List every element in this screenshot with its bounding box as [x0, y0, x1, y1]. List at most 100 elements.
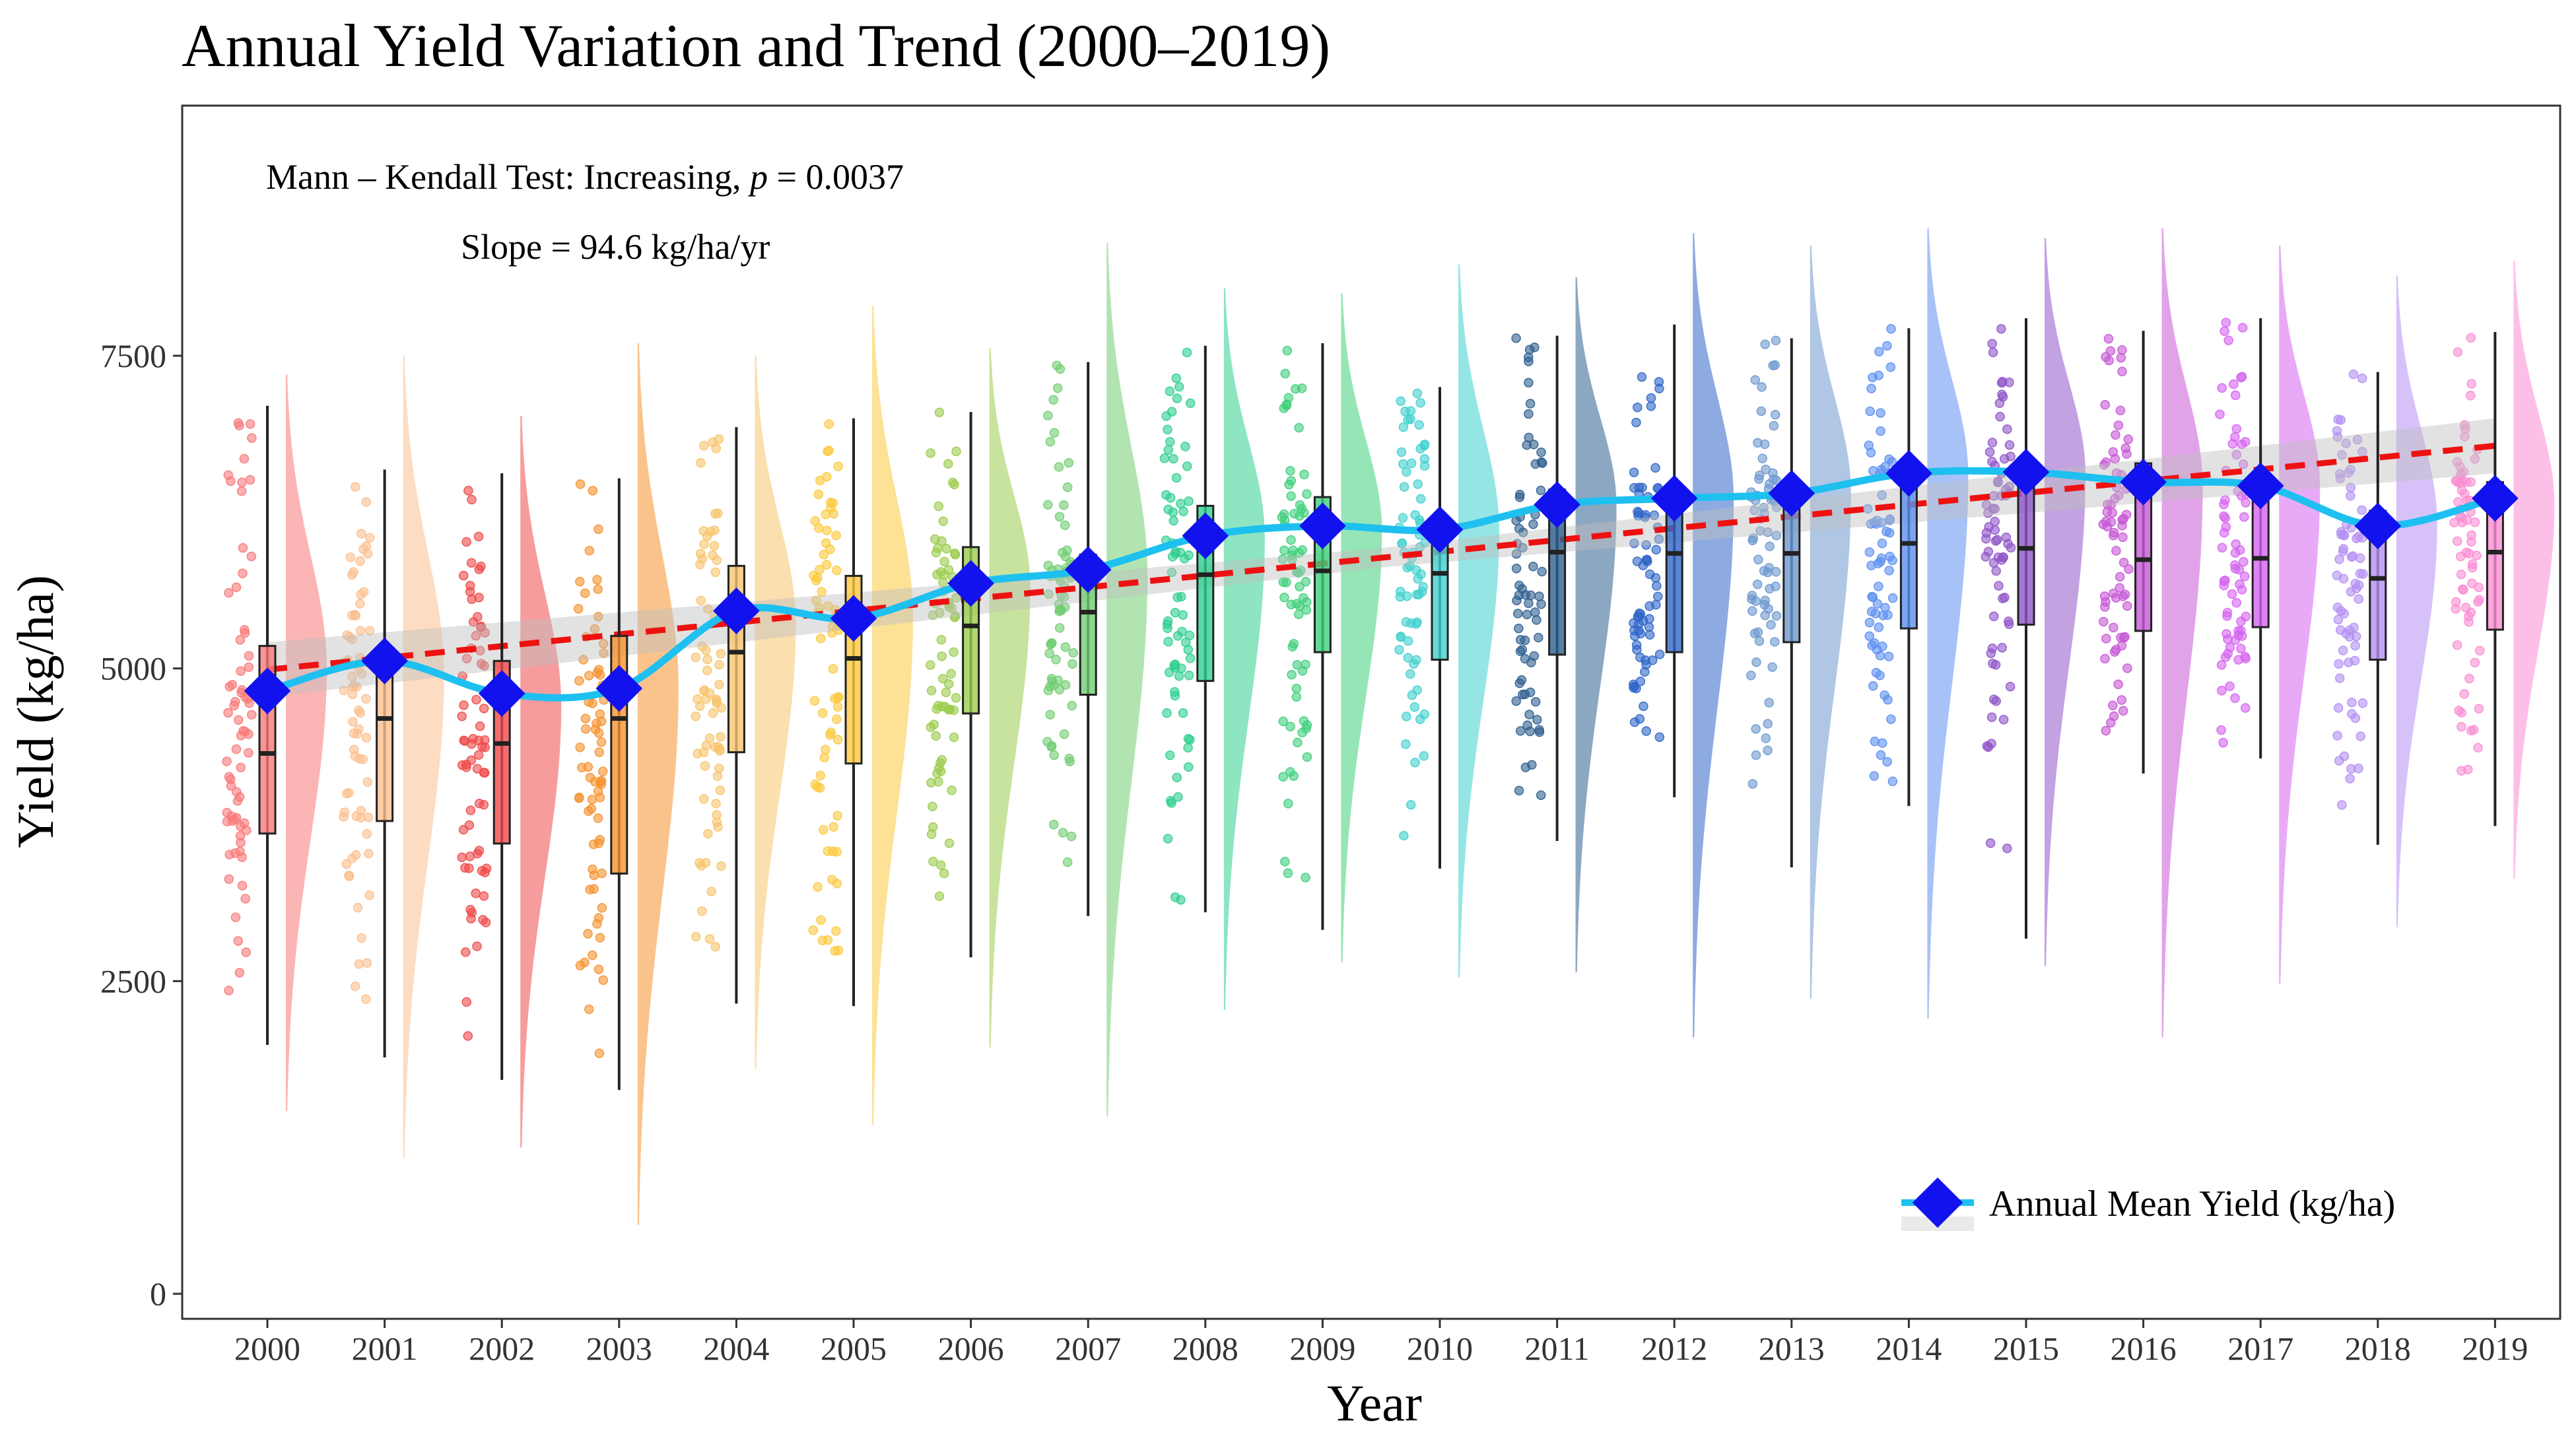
data-point-2014: [1869, 771, 1880, 781]
data-point-2015: [1988, 347, 1998, 358]
data-point-2018: [2339, 530, 2350, 541]
data-point-2001: [361, 541, 372, 551]
data-point-2000: [226, 781, 236, 791]
data-point-2007: [1054, 512, 1065, 522]
data-point-2014: [1878, 611, 1888, 620]
data-point-2002: [471, 630, 481, 641]
data-point-2006: [939, 570, 949, 580]
data-point-2018: [2334, 659, 2344, 669]
data-point-2003: [583, 929, 593, 939]
data-point-2000: [239, 453, 250, 464]
data-point-2019: [2455, 461, 2465, 471]
data-point-2017: [2236, 617, 2246, 626]
data-point-2015: [1988, 611, 1999, 621]
y-tick-label: 5000: [100, 650, 166, 687]
data-point-2019: [2460, 424, 2470, 434]
data-point-2000: [231, 787, 242, 797]
data-point-2008: [1163, 636, 1173, 647]
data-point-2005: [815, 770, 826, 781]
data-point-2008: [1182, 461, 1192, 471]
data-point-2009: [1286, 491, 1296, 501]
data-point-2004: [696, 595, 706, 606]
data-point-2014: [1887, 555, 1897, 566]
data-point-2004: [714, 763, 724, 774]
data-point-2012: [1635, 609, 1646, 619]
data-point-2010: [1403, 636, 1413, 646]
data-point-2007: [1044, 648, 1054, 659]
data-point-2018: [2332, 731, 2342, 741]
data-point-2007: [1067, 700, 1077, 711]
data-point-2014: [1874, 622, 1884, 632]
data-point-2008: [1172, 772, 1182, 783]
data-point-2008: [1171, 473, 1182, 483]
data-point-2018: [2346, 465, 2356, 475]
data-point-2009: [1285, 466, 1295, 476]
data-point-2004: [695, 560, 705, 570]
data-point-2000: [234, 968, 245, 978]
data-point-2009: [1280, 368, 1291, 379]
data-point-2019: [2462, 515, 2472, 525]
data-point-2017: [2231, 450, 2242, 460]
data-point-2011: [1529, 651, 1540, 661]
data-point-2006: [926, 829, 937, 839]
data-point-2000: [231, 744, 242, 754]
data-point-2018: [2357, 447, 2367, 457]
data-point-2007: [1045, 436, 1056, 447]
data-point-2003: [593, 611, 603, 622]
data-point-2016: [2108, 700, 2118, 711]
data-point-2014: [1886, 714, 1896, 724]
data-point-2003: [588, 486, 598, 496]
data-point-2012: [1646, 393, 1656, 403]
data-point-2014: [1864, 617, 1875, 628]
data-point-2002: [472, 941, 482, 951]
data-point-2003: [593, 524, 603, 534]
data-point-2015: [1993, 477, 2003, 486]
data-point-2006: [926, 448, 935, 458]
data-point-2013: [1753, 627, 1763, 638]
data-point-2017: [2221, 522, 2231, 532]
data-point-2012: [1654, 534, 1664, 545]
data-point-2009: [1302, 489, 1312, 499]
mann-kendall-annotation: Mann – Kendall Test: Increasing, p = 0.0…: [266, 157, 904, 197]
data-point-2005: [832, 811, 842, 820]
data-point-2008: [1165, 492, 1176, 503]
data-point-2004: [700, 857, 711, 868]
data-point-2015: [2000, 593, 2010, 603]
data-point-2018: [2334, 673, 2345, 683]
data-point-2011: [1514, 785, 1524, 795]
data-point-2014: [1884, 454, 1894, 464]
data-point-2015: [1991, 566, 2001, 576]
data-point-2004: [710, 567, 721, 578]
data-point-2009: [1277, 554, 1288, 564]
data-point-2009: [1285, 721, 1295, 732]
data-point-2000: [237, 477, 247, 487]
data-point-2000: [236, 688, 246, 698]
data-point-2002: [458, 824, 469, 835]
x-tick-label: 2019: [2462, 1330, 2528, 1367]
data-point-2001: [344, 871, 354, 881]
data-point-2003: [593, 838, 604, 848]
data-point-2006: [949, 613, 960, 622]
data-point-2004: [710, 942, 720, 952]
data-point-2000: [245, 419, 255, 429]
data-point-2000: [238, 568, 248, 578]
data-point-2008: [1173, 631, 1183, 641]
data-point-2009: [1278, 716, 1288, 727]
data-point-2002: [471, 888, 481, 898]
data-point-2017: [2230, 693, 2240, 703]
data-point-2002: [457, 711, 467, 721]
data-point-2010: [1398, 459, 1408, 469]
data-point-2004: [706, 886, 716, 896]
data-point-2003: [590, 624, 600, 634]
data-point-2010: [1396, 632, 1406, 642]
data-point-2003: [580, 724, 591, 734]
data-point-2015: [1995, 411, 2005, 422]
data-point-2019: [2474, 704, 2484, 714]
data-point-2007: [1062, 857, 1073, 867]
data-point-2007: [1054, 604, 1065, 615]
data-point-2008: [1169, 516, 1178, 526]
data-point-2000: [244, 729, 254, 739]
data-point-2009: [1299, 508, 1309, 518]
data-point-2004: [706, 527, 716, 537]
data-point-2016: [2106, 500, 2117, 510]
